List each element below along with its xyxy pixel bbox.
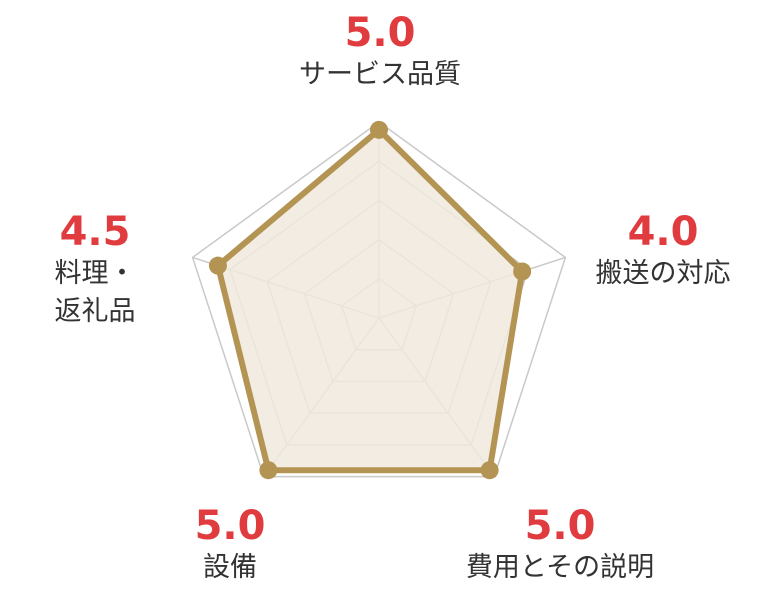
category-service: サービス品質 (299, 59, 461, 90)
data-point-food (208, 256, 227, 275)
series-area (214, 126, 526, 474)
axis-label-cost: 5.0 費用とその説明 (410, 503, 710, 587)
data-point-cost (480, 461, 499, 480)
series (208, 120, 532, 480)
score-food: 4.5 (59, 209, 131, 255)
category-transport: 搬送の対応 (595, 258, 731, 289)
score-facility: 5.0 (194, 503, 266, 549)
score-transport: 4.0 (627, 209, 699, 255)
data-point-transport (513, 262, 532, 281)
score-service: 5.0 (344, 10, 416, 56)
axis-label-facility: 5.0 設備 (160, 503, 300, 587)
category-cost: 費用とその説明 (465, 552, 655, 583)
category-facility: 設備 (203, 552, 257, 583)
category-food: 料理・ 返礼品 (54, 258, 136, 327)
score-cost: 5.0 (524, 503, 596, 549)
data-point-service (370, 120, 388, 139)
data-point-facility (259, 461, 278, 480)
axis-label-food: 4.5 料理・ 返礼品 (30, 209, 160, 331)
axis-label-service: 5.0 サービス品質 (230, 10, 530, 94)
axis-label-transport: 4.0 搬送の対応 (563, 209, 760, 293)
grid-ring-5 (191, 121, 567, 478)
